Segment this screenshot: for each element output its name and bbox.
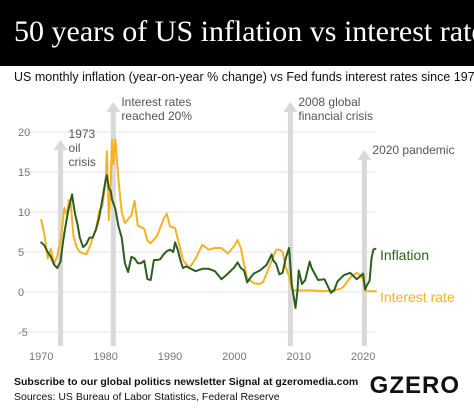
event-marker: 2008 global financial crisis: [283, 95, 373, 346]
y-tick-label: 10: [18, 207, 30, 219]
event-bar: [287, 110, 293, 346]
x-tick-label: 1970: [29, 351, 53, 363]
gzero-logo: GZERO: [369, 372, 460, 399]
footer: Subscribe to our global politics newslet…: [14, 376, 358, 403]
event-marker: 2020 pandemic: [357, 143, 454, 346]
event-arrow-icon: [357, 150, 372, 160]
x-tick-label: 2010: [287, 351, 311, 363]
page-title: 50 years of US inflation vs interest rat…: [14, 15, 474, 48]
x-tick-label: 2020: [351, 351, 375, 363]
x-axis-ticks: 1970 1980 1990 2000 2010 2020: [29, 351, 375, 363]
chart: 1973 oil crisis Interest rates reached 20% 20…: [18, 95, 455, 363]
x-tick-label: 1990: [158, 351, 182, 363]
newsletter-text: Subscribe to our global politics newslet…: [14, 376, 359, 388]
event-label: 1973 oil crisis: [69, 127, 96, 169]
event-arrow-icon: [283, 102, 298, 112]
event-arrow-icon: [53, 140, 68, 150]
event-bar: [361, 158, 367, 346]
title-bar: 50 years of US inflation vs interest rat…: [0, 0, 474, 66]
event-bar: [110, 110, 116, 346]
event-bar: [58, 148, 64, 346]
sources-text: Sources: US Bureau of Labor Statistics, …: [14, 391, 280, 403]
event-label: Interest rates reached 20%: [121, 95, 192, 123]
series-labels: Inflation Interest rate: [380, 247, 455, 305]
event-markers: 1973 oil crisis Interest rates reached 20% 20…: [53, 95, 454, 346]
series-lines: [40, 138, 377, 309]
chart-subtitle: US monthly inflation (year-on-year % cha…: [14, 70, 474, 84]
event-arrow-icon: [106, 102, 121, 112]
series-label-interest-rate: Interest rate: [380, 289, 455, 305]
event-label: 2008 global financial crisis: [298, 95, 373, 123]
event-label: 2020 pandemic: [372, 143, 454, 157]
event-marker: Interest rates reached 20%: [106, 95, 192, 346]
y-tick-label: 20: [18, 127, 30, 139]
series-label-inflation: Inflation: [380, 247, 429, 263]
y-tick-label: 15: [18, 167, 30, 179]
y-tick-label: -5: [18, 327, 28, 339]
y-axis-ticks: -5 0 5 10 15 20: [18, 127, 30, 339]
y-tick-label: 0: [18, 287, 24, 299]
y-tick-label: 5: [18, 247, 24, 259]
series-line-inflation: [40, 174, 377, 309]
event-marker: 1973 oil crisis: [53, 127, 96, 346]
x-tick-label: 2000: [222, 351, 246, 363]
x-tick-label: 1980: [93, 351, 117, 363]
